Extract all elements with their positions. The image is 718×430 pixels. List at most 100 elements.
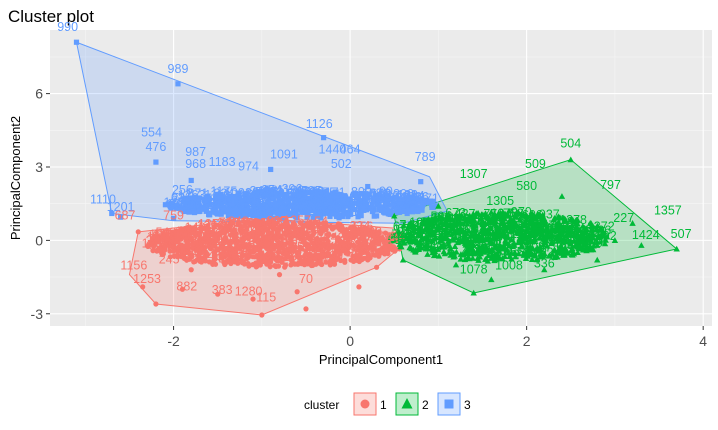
- point-number-label: 1122: [263, 200, 290, 214]
- cluster-1-point: [253, 235, 259, 242]
- cluster-3-point: [369, 208, 376, 215]
- cluster-1-point: [196, 230, 202, 236]
- point-label: 882: [176, 280, 197, 294]
- cluster-3-point: [202, 205, 208, 211]
- cluster-2-point: [452, 261, 460, 268]
- cluster-2-point: [454, 215, 461, 222]
- cluster-1-point: [185, 248, 191, 254]
- cluster-2-point: [440, 241, 448, 247]
- cluster-2-point: [434, 246, 442, 252]
- point-number-label: 290: [354, 244, 375, 258]
- cluster-2-point: [512, 220, 519, 227]
- cluster-3-point: [261, 193, 267, 200]
- cluster-2-point: [460, 228, 467, 235]
- legend-key-2: 2: [395, 392, 429, 416]
- cluster-2-point: [516, 216, 524, 223]
- cluster-1-point: [241, 219, 247, 225]
- cluster-2-point: [568, 228, 575, 235]
- point-label: 1305: [486, 194, 514, 208]
- cluster-1-point: [154, 248, 160, 254]
- cluster-1-point: [135, 229, 141, 235]
- cluster-3-point: [298, 205, 304, 211]
- cluster-3-point: [323, 209, 329, 215]
- cluster-1-point: [356, 258, 362, 265]
- cluster-2-point: [389, 230, 397, 237]
- cluster-2-point: [527, 212, 534, 219]
- cluster-3-point: [256, 204, 263, 210]
- cluster-2-point: [523, 249, 530, 256]
- cluster-3-point: [243, 204, 249, 211]
- cluster-3-point: [217, 191, 223, 198]
- cluster-2-point: [552, 247, 559, 254]
- cluster-1-point: [268, 231, 274, 237]
- cluster-3-point: [355, 194, 361, 200]
- cluster-3-point: [316, 204, 322, 210]
- point-label: 1307: [460, 167, 488, 181]
- cluster-2-point: [484, 235, 492, 242]
- cluster-3-point: [360, 191, 366, 197]
- cluster-2-point: [460, 251, 467, 258]
- point-number-label: 798: [303, 185, 324, 199]
- cluster-2-point: [529, 245, 537, 251]
- cluster-1-point: [299, 226, 305, 232]
- cluster-3-point: [213, 193, 219, 200]
- cluster-2-point: [567, 224, 574, 231]
- cluster-1-point: [270, 226, 276, 232]
- cluster-3-point: [296, 189, 302, 195]
- cluster-2-point: [503, 239, 510, 246]
- cluster-3-point: [238, 199, 244, 205]
- point-number-label: 93: [283, 249, 297, 263]
- cluster-3-point: [400, 198, 407, 204]
- cluster-1-point: [282, 256, 288, 262]
- cluster-3-point: [247, 196, 253, 203]
- cluster-3-point: [321, 204, 327, 210]
- cluster-1-point: [304, 221, 310, 227]
- cluster-1-point: [261, 220, 267, 226]
- point-number-label: 1374: [231, 222, 259, 236]
- cluster-2-point: [528, 250, 536, 257]
- cluster-1-point: [324, 232, 331, 238]
- cluster-1-point: [341, 233, 348, 239]
- cluster-1-point: [191, 259, 197, 265]
- cluster-2-point: [469, 220, 476, 227]
- cluster-3-point: [266, 195, 272, 201]
- cluster-1-point: [292, 222, 298, 228]
- cluster-1-point: [212, 261, 219, 267]
- cluster-3-point: [206, 211, 212, 218]
- cluster-1-point: [376, 253, 382, 259]
- cluster-1-point: [180, 243, 186, 250]
- cluster-2-point: [510, 216, 517, 223]
- cluster-2-point: [514, 228, 521, 235]
- cluster-2-point: [426, 227, 434, 234]
- cluster-3-point: [320, 210, 326, 217]
- cluster-1-point: [275, 226, 281, 232]
- x-axis-title: PrincipalComponent1: [319, 352, 443, 367]
- cluster-1-point: [266, 246, 272, 252]
- x-tick-label: -2: [167, 333, 180, 349]
- cluster-3-point: [301, 190, 307, 196]
- cluster-1-point: [338, 257, 344, 264]
- cluster-2-point: [554, 238, 561, 244]
- cluster-3-point: [380, 207, 386, 214]
- cluster-3-point: [323, 190, 330, 196]
- cluster-3-point: [330, 207, 336, 213]
- cluster-1-point: [287, 236, 294, 242]
- y-tick-label: -3: [31, 306, 44, 322]
- cluster-2-point: [424, 220, 431, 227]
- cluster-3-point: [188, 195, 195, 201]
- cluster-1-point: [382, 230, 389, 236]
- cluster-2-point: [588, 223, 595, 230]
- point-label: 70: [299, 272, 313, 286]
- point-label: 336: [534, 256, 555, 270]
- cluster-3-point: [396, 200, 402, 206]
- cluster-3-point: [168, 205, 174, 211]
- cluster-1-point: [264, 253, 271, 259]
- cluster-1-point: [294, 289, 300, 295]
- cluster-2-point: [522, 212, 529, 219]
- cluster-2-point: [488, 245, 496, 252]
- point-number-label: 122: [397, 188, 418, 202]
- cluster-1-point: [150, 248, 156, 254]
- cluster-3-point: [338, 203, 344, 210]
- cluster-2-point: [527, 218, 534, 225]
